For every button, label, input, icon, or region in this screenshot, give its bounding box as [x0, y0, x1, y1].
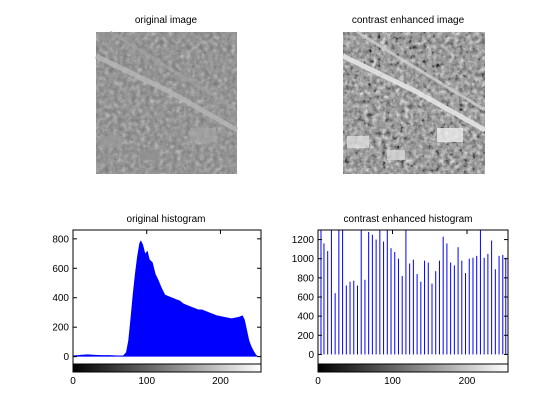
x-tick-label: 200 — [459, 376, 476, 387]
y-tick-label: 1200 — [292, 235, 315, 246]
chart-title: original histogram — [127, 214, 206, 225]
enhanced-image-panel: contrast enhanced image — [343, 15, 485, 174]
x-tick-label: 200 — [212, 376, 229, 387]
y-tick-label: 200 — [52, 323, 69, 334]
y-tick-label: 600 — [297, 293, 314, 304]
enhanced-image-title: contrast enhanced image — [352, 15, 465, 26]
y-tick-label: 800 — [297, 273, 314, 284]
colorbar — [73, 364, 261, 372]
y-tick-label: 0 — [63, 352, 69, 363]
y-tick-label: 400 — [52, 293, 69, 304]
original-image-panel: original image — [96, 15, 237, 174]
y-tick-label: 200 — [297, 331, 314, 342]
x-tick-label: 100 — [138, 376, 155, 387]
original-histogram: original histogram 0 200 400 600 800 0 100 200 — [52, 214, 261, 387]
original-image — [96, 32, 237, 174]
y-tick-label: 800 — [52, 234, 69, 245]
x-tick-label: 0 — [315, 376, 321, 387]
chart-title: contrast enhanced histogram — [344, 214, 473, 225]
y-tick-label: 400 — [297, 312, 314, 323]
y-tick-label: 600 — [52, 264, 69, 275]
colorbar — [318, 364, 508, 372]
enhanced-histogram: contrast enhanced histogram 0 200 400 600 80… — [292, 214, 508, 387]
y-tick-label: 1000 — [292, 254, 315, 265]
x-tick-label: 100 — [384, 376, 401, 387]
enhanced-image — [343, 32, 485, 174]
y-tick-label: 0 — [308, 350, 314, 361]
x-tick-label: 0 — [70, 376, 76, 387]
original-image-title: original image — [135, 15, 198, 26]
